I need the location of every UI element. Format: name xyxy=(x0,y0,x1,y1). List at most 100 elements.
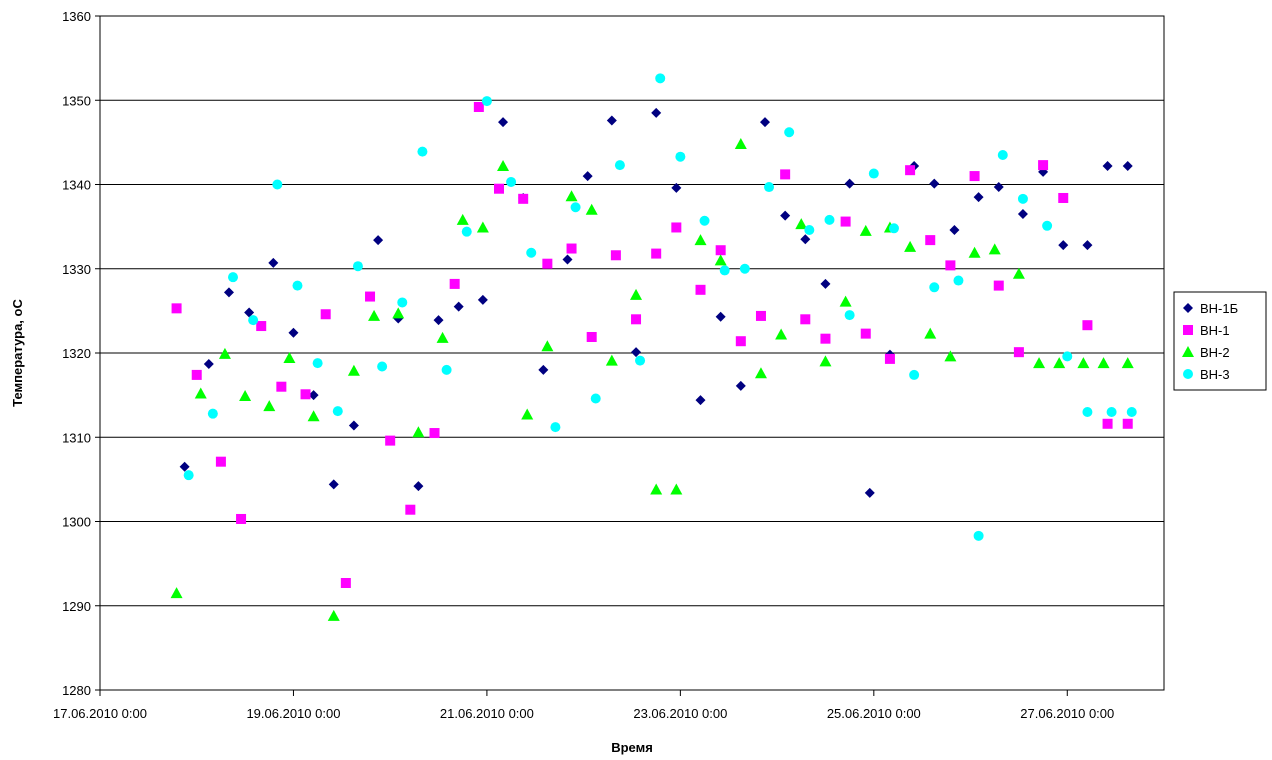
point-series-4 xyxy=(441,364,452,375)
point-series-4 xyxy=(332,406,343,417)
point-series-3 xyxy=(819,355,832,367)
point-series-4 xyxy=(312,358,323,369)
y-tick-label: 1300 xyxy=(62,515,91,530)
point-series-1 xyxy=(760,117,770,128)
point-series-2 xyxy=(365,291,376,302)
point-series-3 xyxy=(714,254,727,266)
y-tick-label: 1280 xyxy=(62,683,91,698)
point-series-1 xyxy=(820,278,831,289)
legend-label-4: ВН-3 xyxy=(1200,367,1230,382)
point-series-2 xyxy=(1102,418,1113,429)
point-series-2 xyxy=(735,336,746,347)
point-series-4 xyxy=(550,422,561,433)
y-axis-title: Температура, оС xyxy=(10,299,25,407)
y-tick-label: 1320 xyxy=(62,346,91,361)
point-series-2 xyxy=(1122,418,1133,429)
point-series-2 xyxy=(1082,320,1093,331)
point-series-2 xyxy=(566,243,577,254)
point-series-2 xyxy=(276,381,287,392)
point-series-4 xyxy=(228,272,238,283)
point-series-3 xyxy=(436,331,449,343)
point-series-4 xyxy=(953,275,964,286)
point-series-4 xyxy=(292,280,303,291)
legend-marker-1 xyxy=(1183,303,1193,313)
x-tick-label: 23.06.2010 0:00 xyxy=(633,706,727,721)
point-series-3 xyxy=(456,213,469,225)
point-series-1 xyxy=(695,395,706,406)
point-series-2 xyxy=(695,284,706,295)
point-series-4 xyxy=(272,179,283,190)
point-series-1 xyxy=(413,481,424,492)
point-series-4 xyxy=(590,393,601,404)
point-series-1 xyxy=(477,294,488,305)
point-series-3 xyxy=(541,340,554,352)
point-series-4 xyxy=(526,247,537,258)
point-series-1 xyxy=(1058,240,1069,251)
point-series-4 xyxy=(1062,351,1073,362)
point-series-3 xyxy=(283,352,296,364)
point-series-2 xyxy=(1058,192,1069,203)
point-series-2 xyxy=(715,245,726,256)
point-series-4 xyxy=(506,176,517,187)
point-series-2 xyxy=(905,165,916,176)
x-axis-title: Время xyxy=(611,740,653,755)
point-series-2 xyxy=(780,169,791,180)
point-series-4 xyxy=(909,369,920,380)
point-series-1 xyxy=(671,182,682,193)
point-series-1 xyxy=(864,487,875,498)
point-series-3 xyxy=(412,426,425,438)
data-points xyxy=(170,73,1137,621)
point-series-3 xyxy=(194,387,207,399)
point-series-2 xyxy=(215,456,226,467)
point-series-1 xyxy=(1082,240,1093,251)
point-series-1 xyxy=(582,171,593,182)
point-series-3 xyxy=(327,609,340,621)
point-series-1 xyxy=(973,192,984,203)
point-series-1 xyxy=(538,364,549,375)
point-series-2 xyxy=(542,258,553,269)
point-series-1 xyxy=(433,315,444,326)
point-series-1 xyxy=(268,257,279,268)
point-series-4 xyxy=(997,150,1008,161)
point-series-1 xyxy=(308,390,319,401)
point-series-3 xyxy=(630,288,643,300)
point-series-4 xyxy=(844,310,855,321)
point-series-2 xyxy=(385,435,396,446)
point-series-4 xyxy=(929,282,940,293)
point-series-1 xyxy=(373,235,384,246)
point-series-1 xyxy=(203,358,214,369)
point-series-2 xyxy=(925,235,936,246)
point-series-3 xyxy=(650,483,663,495)
point-series-1 xyxy=(651,107,662,118)
point-series-3 xyxy=(476,221,489,233)
point-series-2 xyxy=(993,280,1004,291)
point-series-1 xyxy=(735,380,746,391)
point-series-1 xyxy=(606,115,617,126)
point-series-1 xyxy=(498,117,509,128)
legend-label-3: ВН-2 xyxy=(1200,345,1230,360)
point-series-3 xyxy=(347,364,360,376)
point-series-3 xyxy=(585,203,598,215)
point-series-2 xyxy=(820,333,831,344)
point-series-2 xyxy=(969,171,980,182)
point-series-4 xyxy=(248,315,259,326)
point-series-3 xyxy=(859,224,872,236)
point-series-2 xyxy=(473,101,484,112)
point-series-2 xyxy=(340,578,351,589)
point-series-1 xyxy=(993,182,1004,193)
legend-marker-2 xyxy=(1183,325,1193,335)
point-series-4 xyxy=(183,470,194,481)
point-series-3 xyxy=(988,243,1001,255)
x-tick-label: 25.06.2010 0:00 xyxy=(827,706,921,721)
point-series-4 xyxy=(377,361,388,372)
point-series-4 xyxy=(675,151,686,162)
point-series-2 xyxy=(884,353,895,364)
point-series-1 xyxy=(223,287,234,298)
point-series-4 xyxy=(1082,406,1093,417)
point-series-3 xyxy=(565,190,578,202)
plot-area-border xyxy=(99,15,1165,691)
point-series-2 xyxy=(300,389,311,400)
point-series-4 xyxy=(570,202,581,213)
point-series-1 xyxy=(1122,160,1133,171)
point-series-4 xyxy=(739,263,750,274)
